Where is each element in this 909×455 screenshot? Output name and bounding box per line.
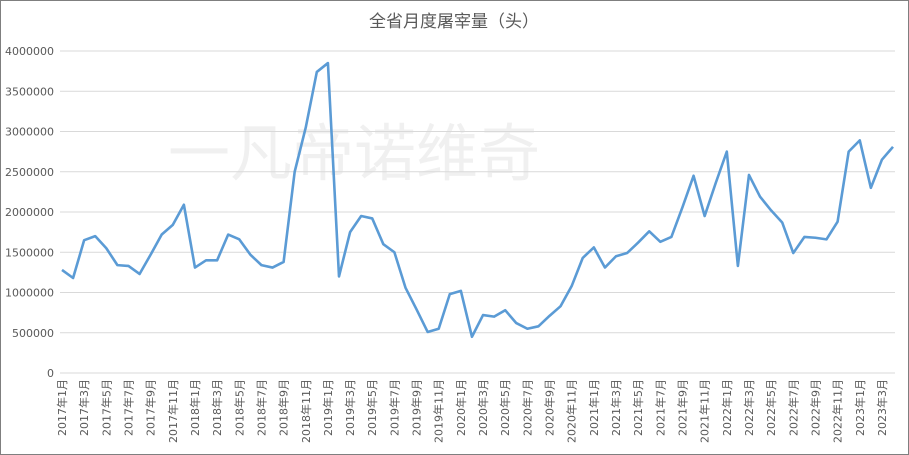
y-tick-label: 2000000: [5, 206, 54, 219]
x-tick-label: 2020年7月: [520, 379, 534, 436]
x-tick-label: 2021年5月: [631, 379, 645, 436]
x-tick-label: 2020年1月: [454, 379, 468, 436]
x-tick-label: 2020年3月: [476, 379, 490, 436]
x-tick-label: 2018年9月: [277, 379, 291, 436]
x-tick-label: 2022年9月: [808, 379, 822, 436]
x-tick-label: 2022年5月: [764, 379, 778, 436]
x-tick-label: 2021年7月: [653, 379, 667, 436]
x-tick-label: 2020年5月: [498, 379, 512, 436]
x-tick-label: 2020年11月: [565, 379, 579, 443]
x-tick-label: 2019年11月: [432, 379, 446, 443]
x-tick-label: 2017年5月: [99, 379, 113, 436]
x-tick-label: 2020年9月: [543, 379, 557, 436]
x-tick-label: 2019年1月: [321, 379, 335, 436]
data-line: [61, 61, 894, 339]
y-tick-label: 3000000: [5, 126, 54, 139]
watermark: 一凡帝诺维奇: [168, 117, 540, 190]
x-tick-label: 2017年7月: [121, 379, 135, 436]
x-tick-label: 2019年7月: [387, 379, 401, 436]
y-tick-label: 2500000: [5, 166, 54, 179]
x-tick-label: 2022年11月: [831, 379, 845, 443]
x-tick-label: 2018年3月: [210, 379, 224, 436]
x-tick-label: 2019年9月: [410, 379, 424, 436]
y-tick-label: 1000000: [5, 287, 54, 300]
chart-title: 全省月度屠宰量（头）: [369, 12, 539, 32]
y-tick-label: 500000: [12, 327, 54, 340]
y-tick-label: 1500000: [5, 246, 54, 259]
x-tick-label: 2018年11月: [299, 379, 313, 443]
y-tick-label: 0: [47, 367, 54, 380]
x-tick-label: 2019年3月: [343, 379, 357, 436]
x-tick-label: 2017年1月: [55, 379, 69, 436]
x-tick-label: 2018年1月: [188, 379, 202, 436]
x-tick-label: 2018年5月: [232, 379, 246, 436]
x-tick-label: 2021年1月: [587, 379, 601, 436]
x-tick-label: 2021年9月: [675, 379, 689, 436]
x-tick-label: 2022年1月: [720, 379, 734, 436]
y-tick-label: 4000000: [5, 45, 54, 58]
x-tick-label: 2018年7月: [254, 379, 268, 436]
x-tick-label: 2019年5月: [365, 379, 379, 436]
x-tick-label: 2017年9月: [144, 379, 158, 436]
x-tick-label: 2017年11月: [166, 379, 180, 443]
x-tick-label: 2022年3月: [742, 379, 756, 436]
x-tick-label: 2023年1月: [853, 379, 867, 436]
x-tick-label: 2023年3月: [875, 379, 889, 436]
x-tick-label: 2017年3月: [77, 379, 91, 436]
y-tick-label: 3500000: [5, 85, 54, 98]
x-tick-label: 2021年3月: [609, 379, 623, 436]
x-tick-label: 2021年11月: [698, 379, 712, 443]
x-tick-label: 2022年7月: [786, 379, 800, 436]
